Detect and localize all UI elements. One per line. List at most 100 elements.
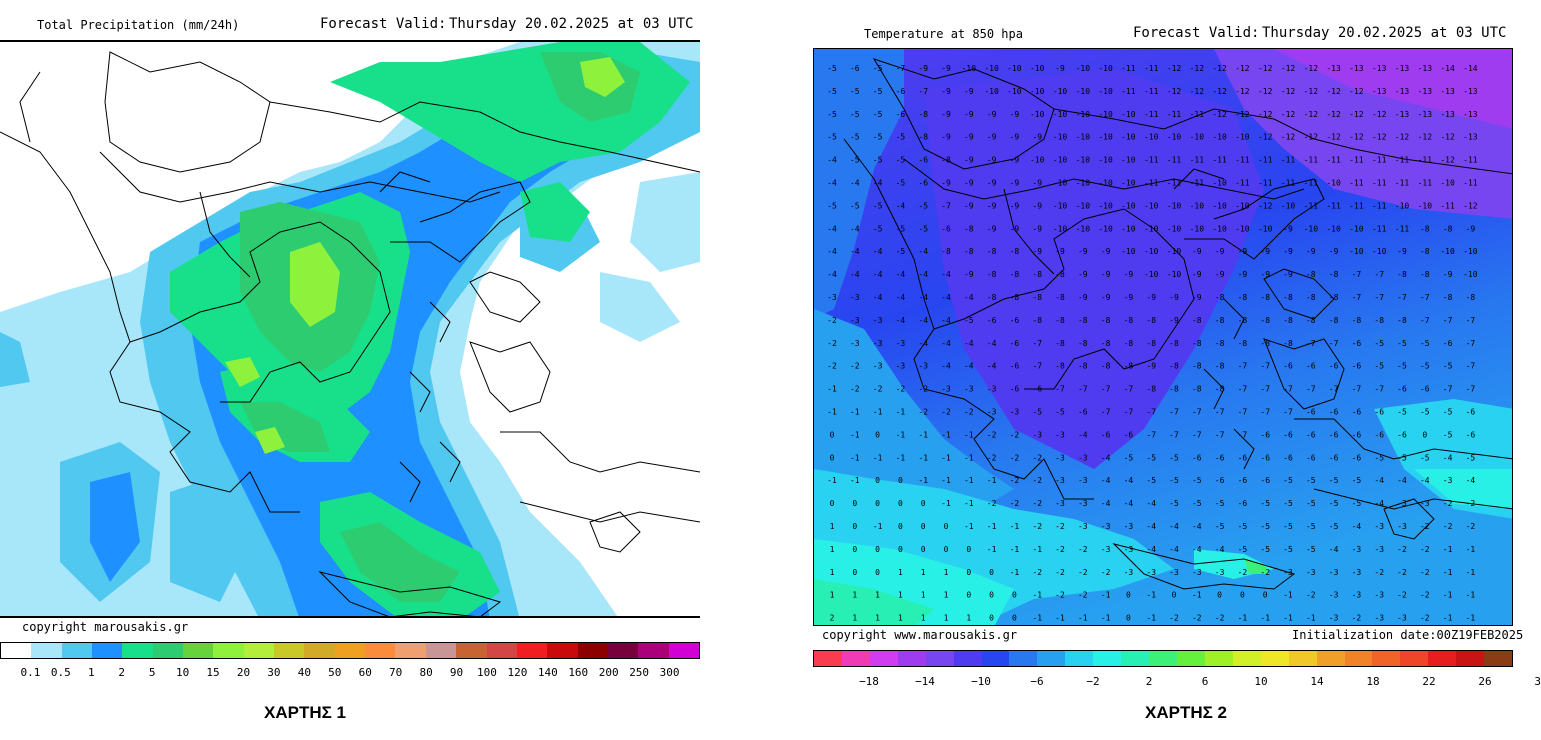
temp-grid-value: -11 bbox=[1372, 224, 1387, 233]
temp-grid-value: -5 bbox=[1124, 453, 1134, 462]
temp-grid-value: -13 bbox=[1326, 64, 1341, 73]
temp-grid-value: -7 bbox=[1420, 316, 1430, 325]
temp-grid-value: -5 bbox=[1374, 453, 1384, 462]
temp-grid-value: -10 bbox=[1190, 133, 1205, 142]
temp-grid-value: -7 bbox=[1306, 339, 1316, 348]
precip-legend-swatch bbox=[668, 643, 699, 658]
temp-legend-swatch bbox=[1149, 651, 1177, 666]
temp-grid-value: -9 bbox=[1078, 270, 1088, 279]
temp-grid-value: -9 bbox=[1283, 224, 1293, 233]
temp-grid-value: -2 bbox=[987, 453, 997, 462]
temp-grid-value: -9 bbox=[1283, 270, 1293, 279]
temp-grid-value: -11 bbox=[1304, 201, 1319, 210]
temp-grid-value: -11 bbox=[1326, 156, 1341, 165]
temp-grid-value: -10 bbox=[1281, 201, 1296, 210]
temp-grid-value: -7 bbox=[1055, 385, 1065, 394]
temp-grid-value: -10 bbox=[1167, 270, 1182, 279]
temp-grid-value: -8 bbox=[1420, 270, 1430, 279]
temp-grid-value: -13 bbox=[1418, 110, 1433, 119]
temp-grid-value: -10 bbox=[962, 64, 977, 73]
temp-grid-value: -14 bbox=[1440, 64, 1455, 73]
temp-grid-value: -8 bbox=[1238, 339, 1248, 348]
temp-grid-value: -10 bbox=[1076, 179, 1091, 188]
temp-grid-value: -6 bbox=[1329, 408, 1339, 417]
temp-legend-swatch bbox=[1204, 651, 1233, 666]
temp-legend-swatch bbox=[1121, 651, 1150, 666]
temp-grid-value: -5 bbox=[873, 133, 883, 142]
temp-grid-value: -2 bbox=[1055, 522, 1065, 531]
temp-grid-value: -10 bbox=[1098, 179, 1113, 188]
temp-grid-value: 0 bbox=[1172, 591, 1177, 600]
temp-grid-value: -2 bbox=[1466, 499, 1476, 508]
temp-grid-value: -10 bbox=[1030, 64, 1045, 73]
temp-grid-value: -12 bbox=[1349, 133, 1364, 142]
temp-grid-value: -3 bbox=[1397, 499, 1407, 508]
temp-grid-value: -7 bbox=[1374, 385, 1384, 394]
temp-grid-value: -1 bbox=[1443, 591, 1453, 600]
temp-grid-value: -11 bbox=[1190, 179, 1205, 188]
temp-grid-value: -10 bbox=[1098, 133, 1113, 142]
temp-grid-value: -1 bbox=[941, 453, 951, 462]
temp-grid-value: -6 bbox=[1306, 408, 1316, 417]
temp-grid-value: -2 bbox=[1420, 614, 1430, 623]
precip-legend-tick: 0.5 bbox=[50, 666, 71, 679]
temp-grid-value: -10 bbox=[1121, 133, 1136, 142]
temp-grid-value: -12 bbox=[1235, 110, 1250, 119]
temp-grid-value: -7 bbox=[1260, 385, 1270, 394]
temp-grid-value: -7 bbox=[1374, 270, 1384, 279]
temp-grid-value: -3 bbox=[873, 316, 883, 325]
temp-grid-value: -1 bbox=[873, 522, 883, 531]
temp-grid-value: -8 bbox=[1055, 270, 1065, 279]
temp-grid-value: -6 bbox=[1397, 385, 1407, 394]
temp-grid-value: -7 bbox=[1352, 270, 1362, 279]
temp-grid-value: -5 bbox=[1329, 476, 1339, 485]
temp-grid-value: -9 bbox=[987, 110, 997, 119]
temp-grid-value: -10 bbox=[1076, 224, 1091, 233]
precip-legend-swatch bbox=[122, 643, 153, 658]
temp-grid-value: -3 bbox=[1101, 522, 1111, 531]
map2-copyright: copyright www.marousakis.gr bbox=[822, 628, 1018, 642]
temp-grid-value: -6 bbox=[1306, 430, 1316, 439]
temp-grid-value: -3 bbox=[1124, 522, 1134, 531]
temp-grid-value: -8 bbox=[1397, 316, 1407, 325]
temp-grid-value: -1 bbox=[827, 385, 837, 394]
temp-grid-value: -11 bbox=[1235, 156, 1250, 165]
temp-grid-value: -6 bbox=[1374, 430, 1384, 439]
temp-value-grid: -5 -6 -5 -7 -9 -9 -10 -10 -10 -10 -9 -10 -10 -11 -11 -1… bbox=[827, 64, 1478, 623]
temp-grid-value: -11 bbox=[1235, 179, 1250, 188]
temp-grid-value: -1 bbox=[1238, 614, 1248, 623]
temp-grid-value: -10 bbox=[1326, 179, 1341, 188]
temp-grid-value: -10 bbox=[1212, 179, 1227, 188]
temp-grid-value: -8 bbox=[964, 224, 974, 233]
temp-legend-swatch bbox=[1093, 651, 1122, 666]
temp-grid-value: -5 bbox=[1238, 545, 1248, 554]
temp-grid-value: -11 bbox=[1372, 201, 1387, 210]
temp-grid-value: 0 bbox=[1012, 614, 1017, 623]
temp-grid-value: -3 bbox=[1374, 522, 1384, 531]
temp-grid-value: -2 bbox=[1078, 545, 1088, 554]
temp-grid-value: -10 bbox=[1053, 133, 1068, 142]
temp-grid-value: -3 bbox=[1283, 568, 1293, 577]
temp-grid-value: -9 bbox=[1124, 270, 1134, 279]
temp-grid-value: -8 bbox=[1032, 270, 1042, 279]
temp-grid-value: -7 bbox=[1078, 385, 1088, 394]
temp-grid-value: -12 bbox=[1281, 133, 1296, 142]
temp-grid-value: -3 bbox=[850, 316, 860, 325]
temp-grid-value: 1 bbox=[944, 568, 949, 577]
temp-grid-value: -5 bbox=[1192, 499, 1202, 508]
temp-grid-value: 0 bbox=[875, 430, 880, 439]
temp-grid-value: -10 bbox=[1007, 87, 1022, 96]
temp-grid-value: -1 bbox=[1101, 591, 1111, 600]
temp-grid-value: -11 bbox=[1372, 156, 1387, 165]
temp-grid-value: -4 bbox=[1466, 476, 1476, 485]
temp-grid-value: -4 bbox=[964, 362, 974, 371]
temp-grid-value: -3 bbox=[1329, 568, 1339, 577]
temp-grid-value: 1 bbox=[944, 591, 949, 600]
temp-grid-value: -9 bbox=[1078, 247, 1088, 256]
temp-grid-value: -9 bbox=[1101, 270, 1111, 279]
temp-grid-value: -3 bbox=[1124, 545, 1134, 554]
temp-grid-value: -2 bbox=[1192, 614, 1202, 623]
temp-grid-value: -4 bbox=[850, 270, 860, 279]
temp-grid-value: -6 bbox=[1352, 339, 1362, 348]
temp-grid-value: -1 bbox=[1283, 591, 1293, 600]
